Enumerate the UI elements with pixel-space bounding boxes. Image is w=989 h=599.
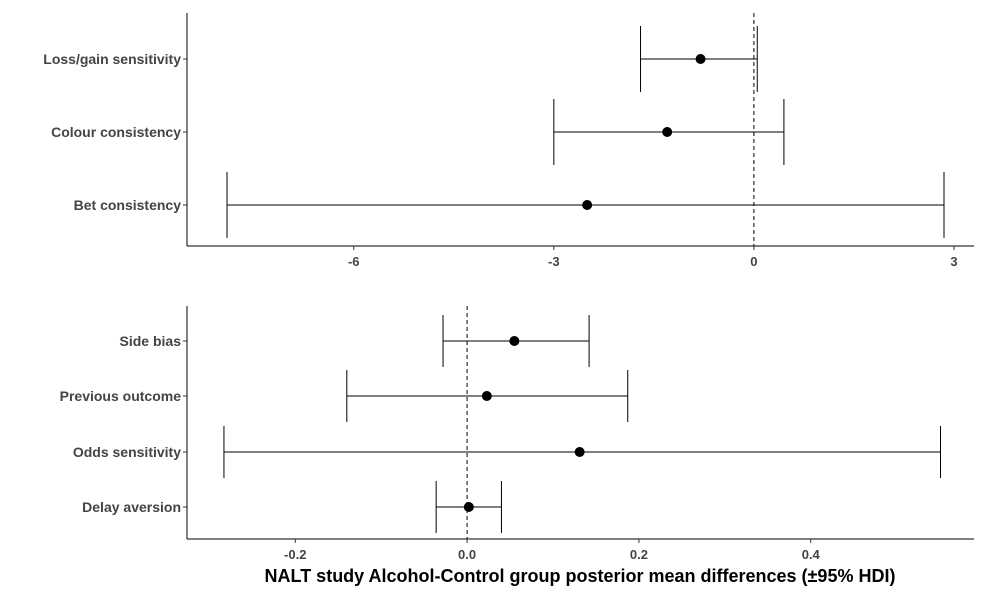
posterior-mean-point bbox=[582, 200, 593, 210]
category-label: Odds sensitivity bbox=[73, 444, 181, 460]
posterior-mean-point bbox=[509, 336, 520, 346]
x-tick-label: 0.0 bbox=[458, 547, 476, 562]
x-tick-label: -3 bbox=[548, 254, 560, 269]
x-axis-title: NALT study Alcohol-Control group posteri… bbox=[265, 566, 896, 586]
x-tick-label: 0.2 bbox=[630, 547, 648, 562]
posterior-mean-point bbox=[574, 447, 585, 457]
x-tick-label: 0.4 bbox=[802, 547, 821, 562]
category-label: Delay aversion bbox=[82, 499, 181, 515]
x-tick-label: 0 bbox=[750, 254, 757, 269]
posterior-mean-point bbox=[463, 502, 474, 512]
lower-forest-panel: -0.2 0.0 0.2 0.4 Side bias Previous outcome Od… bbox=[60, 306, 974, 562]
posterior-mean-point bbox=[481, 391, 492, 401]
x-tick-label: 3 bbox=[950, 254, 957, 269]
posterior-mean-point bbox=[662, 127, 673, 137]
category-label: Colour consistency bbox=[51, 124, 181, 140]
category-label: Side bias bbox=[120, 333, 182, 349]
category-label: Bet consistency bbox=[74, 197, 182, 213]
posterior-mean-point bbox=[695, 54, 706, 64]
x-tick-label: -6 bbox=[348, 254, 360, 269]
category-label: Previous outcome bbox=[60, 388, 182, 404]
upper-forest-panel: -6 -3 0 3 Loss/gain sensitivity Colour consis… bbox=[43, 13, 974, 269]
category-label: Loss/gain sensitivity bbox=[43, 51, 181, 67]
x-tick-label: -0.2 bbox=[284, 547, 306, 562]
